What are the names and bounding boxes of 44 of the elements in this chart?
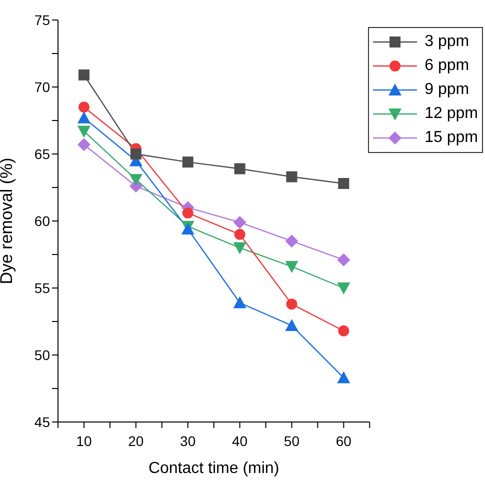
- point: [77, 126, 90, 138]
- y-tick-label: 70: [34, 78, 50, 95]
- point: [233, 216, 246, 229]
- point: [77, 138, 90, 152]
- y-tick-label: 55: [34, 280, 50, 296]
- legend-label: 15 ppm: [424, 129, 478, 147]
- y-axis-title: Dye removal (%): [0, 158, 16, 284]
- point: [129, 174, 142, 186]
- point: [77, 111, 90, 124]
- y-tick-label: 50: [34, 346, 50, 363]
- point: [337, 282, 350, 294]
- point: [78, 102, 90, 113]
- legend-label: 12 ppm: [424, 105, 478, 123]
- point: [285, 261, 298, 274]
- point: [233, 242, 246, 254]
- legend-label: 6 ppm: [424, 57, 470, 75]
- point: [234, 228, 246, 240]
- point: [234, 163, 246, 174]
- point: [285, 319, 298, 332]
- point: [182, 156, 194, 168]
- x-tick-label: 60: [336, 432, 352, 449]
- x-tick-label: 20: [128, 432, 144, 449]
- x-tick-label: 30: [180, 432, 196, 449]
- x-axis-title: Contact time (min): [148, 460, 280, 477]
- x-tick-label: 50: [284, 432, 300, 449]
- point: [338, 325, 350, 336]
- point: [182, 207, 194, 218]
- legend-label: 3 ppm: [424, 33, 470, 51]
- point: [130, 148, 142, 160]
- point: [78, 69, 90, 80]
- x-tick-label: 40: [232, 432, 248, 449]
- point: [337, 253, 350, 266]
- point: [286, 298, 298, 310]
- point: [338, 178, 350, 189]
- y-tick-label: 45: [34, 414, 50, 430]
- point: [286, 171, 298, 182]
- y-tick-label: 65: [34, 146, 50, 162]
- x-tick-label: 10: [76, 432, 92, 449]
- legend-label: 9 ppm: [424, 81, 470, 99]
- y-tick-label: 75: [34, 12, 50, 28]
- point: [233, 296, 246, 308]
- point: [285, 234, 298, 248]
- point: [337, 371, 350, 384]
- y-tick-label: 60: [34, 212, 50, 229]
